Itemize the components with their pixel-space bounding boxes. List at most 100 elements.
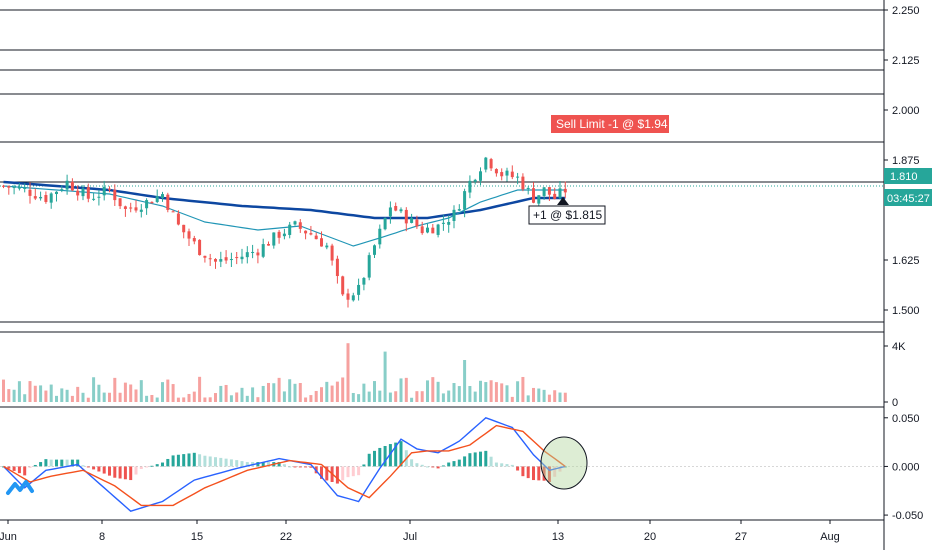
volume-bar bbox=[240, 387, 244, 402]
candle-body bbox=[70, 181, 74, 191]
volume-bar bbox=[489, 380, 493, 402]
volume-bar bbox=[272, 383, 276, 402]
macd-histogram-bar bbox=[12, 466, 16, 471]
candle-body bbox=[171, 211, 175, 213]
candle-body bbox=[553, 193, 557, 199]
volume-bar bbox=[70, 395, 74, 402]
candle-body bbox=[108, 188, 111, 190]
macd-histogram-bar bbox=[441, 465, 445, 467]
macd-histogram-bar bbox=[92, 466, 96, 470]
candle-body bbox=[404, 209, 408, 224]
candle-body bbox=[351, 295, 355, 301]
candle-body bbox=[261, 244, 265, 257]
volume-bar bbox=[320, 387, 323, 402]
candle-body bbox=[510, 171, 514, 178]
volume-bar bbox=[86, 397, 90, 402]
volume-bar bbox=[330, 385, 334, 402]
macd-histogram-bar bbox=[282, 464, 286, 467]
candle-body bbox=[192, 238, 196, 242]
macd-histogram-bar bbox=[558, 466, 562, 472]
candle-body bbox=[208, 258, 212, 260]
candle-body bbox=[452, 209, 456, 221]
macd-histogram-bar bbox=[484, 450, 488, 467]
macd-histogram-bar bbox=[171, 455, 175, 467]
volume-bar bbox=[214, 393, 217, 402]
candle-body bbox=[49, 193, 53, 203]
price-tick-label: 1.875 bbox=[892, 155, 920, 167]
volume-bar bbox=[7, 389, 11, 402]
candle-body bbox=[388, 207, 392, 217]
candle-body bbox=[293, 221, 297, 225]
highlight-circle bbox=[540, 436, 588, 490]
candle-body bbox=[357, 284, 361, 295]
candle-body bbox=[214, 259, 217, 262]
candle-body bbox=[97, 196, 101, 198]
volume-bar bbox=[166, 379, 170, 402]
price-tick-label: 2.250 bbox=[892, 5, 920, 17]
macd-histogram-bar bbox=[229, 459, 233, 467]
sell-limit-order-tag[interactable]: Sell Limit -1 @ $1.94 bbox=[551, 115, 669, 133]
candle-body bbox=[272, 232, 276, 246]
macd-histogram-bar bbox=[23, 466, 27, 476]
candle-body bbox=[341, 276, 345, 295]
candle-body bbox=[17, 187, 21, 189]
macd-histogram-bar bbox=[357, 466, 361, 476]
macd-histogram-bar bbox=[426, 466, 429, 468]
candle-body bbox=[479, 171, 482, 181]
position-tag[interactable]: +1 @ $1.815 bbox=[528, 197, 606, 225]
candle-body bbox=[92, 198, 96, 200]
volume-bar bbox=[304, 397, 308, 402]
volume-bar bbox=[139, 380, 143, 402]
candle-body bbox=[113, 189, 117, 201]
candle-body bbox=[309, 233, 313, 235]
macd-histogram-bar bbox=[44, 459, 48, 467]
volume-bar bbox=[436, 381, 440, 402]
tradingview-logo-icon[interactable] bbox=[6, 480, 34, 495]
volume-bar bbox=[277, 377, 281, 402]
volume-bar bbox=[245, 395, 249, 402]
signal-line bbox=[3, 424, 566, 507]
time-tick-label: 13 bbox=[552, 531, 564, 543]
volume-bar bbox=[494, 382, 498, 402]
macd-histogram-bar bbox=[500, 463, 504, 467]
candle-body bbox=[558, 188, 562, 198]
candle-body bbox=[563, 188, 567, 193]
candle-body bbox=[463, 191, 467, 210]
bar-countdown-label: 03:45:27 bbox=[887, 193, 930, 205]
macd-tick-label: 0.050 bbox=[892, 413, 920, 425]
macd-histogram-bar bbox=[320, 466, 323, 479]
volume-bar bbox=[314, 390, 318, 402]
candle-body bbox=[542, 187, 546, 196]
volume-bar bbox=[39, 385, 43, 402]
candle-body bbox=[447, 221, 451, 225]
candle-body bbox=[267, 243, 270, 246]
macd-histogram-bar bbox=[526, 466, 530, 479]
macd-histogram-bar bbox=[463, 456, 467, 467]
volume-bar bbox=[357, 394, 361, 402]
macd-histogram-bar bbox=[86, 466, 90, 468]
candle-body bbox=[516, 176, 520, 178]
candle-body bbox=[86, 187, 90, 199]
macd-histogram-bar bbox=[55, 459, 58, 467]
volume-bar bbox=[473, 391, 477, 402]
volume-bar bbox=[447, 390, 451, 402]
macd-histogram-bar bbox=[267, 462, 270, 467]
volume-bar bbox=[346, 343, 350, 402]
candle-body bbox=[436, 224, 440, 235]
volume-bar bbox=[113, 377, 117, 402]
candle-body bbox=[547, 187, 551, 195]
macd-histogram-bar bbox=[17, 466, 21, 474]
candle-body bbox=[288, 224, 292, 235]
volume-bar bbox=[468, 386, 472, 402]
candle-body bbox=[532, 188, 535, 203]
candle-body bbox=[373, 245, 376, 255]
macd-histogram-bar bbox=[81, 465, 85, 467]
macd-histogram-bar bbox=[436, 466, 440, 469]
volume-bar bbox=[208, 397, 212, 402]
volume-bar bbox=[563, 392, 567, 402]
candle-body bbox=[526, 187, 530, 189]
macd-histogram-bar bbox=[192, 452, 196, 467]
volume-bar bbox=[2, 379, 5, 402]
volume-bar bbox=[388, 392, 392, 402]
